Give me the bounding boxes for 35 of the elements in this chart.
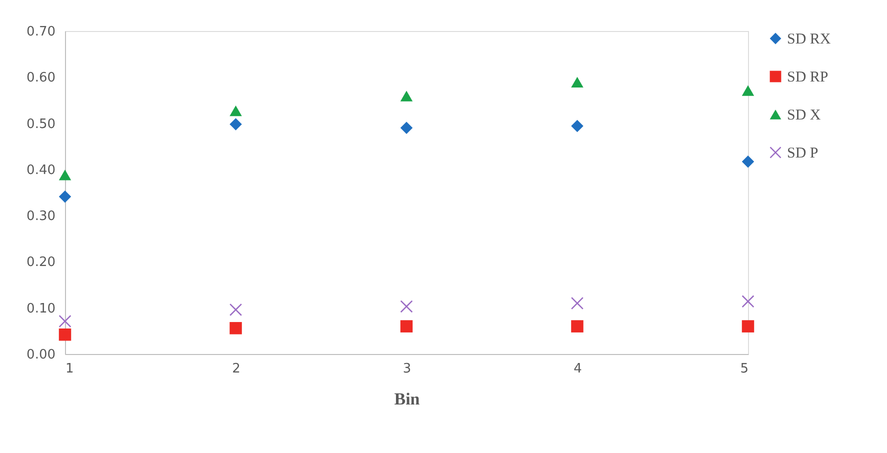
x-tick-label: 3: [402, 362, 412, 376]
point: [58, 190, 72, 203]
x-tick-label: 4: [574, 362, 582, 376]
legend-label: SD X: [787, 108, 821, 124]
x-tick-label: 2: [232, 362, 240, 376]
point: [58, 328, 72, 341]
point: [742, 85, 754, 96]
legend-label: SD RP: [787, 70, 828, 86]
point: [58, 315, 72, 328]
x-tick-label: 1: [66, 362, 74, 376]
x-tick-label: 5: [740, 362, 748, 376]
point: [230, 106, 242, 116]
y-tick-label: 0.10: [26, 301, 56, 316]
y-tick-label: 0.30: [26, 209, 56, 224]
legend-label: SD RX: [787, 32, 831, 48]
point: [571, 76, 584, 88]
y-tick-label: 0.00: [26, 348, 56, 362]
point: [400, 122, 413, 134]
point: [571, 320, 584, 332]
point: [58, 170, 72, 180]
point: [400, 320, 413, 332]
y-tick-label: 0.60: [26, 70, 56, 86]
point: [742, 320, 754, 332]
y-tick-label: 0.40: [26, 162, 56, 178]
y-tick-label: 0.70: [26, 24, 56, 40]
point: [742, 155, 754, 168]
point: [571, 120, 584, 132]
point: [230, 118, 242, 130]
x-axis-title: Bin: [394, 390, 420, 408]
legend-label: SD P: [787, 146, 818, 162]
y-tick-label: 0.50: [26, 116, 56, 132]
y-tick-label: 0.20: [26, 255, 56, 270]
point: [742, 295, 754, 308]
point: [400, 90, 413, 102]
point: [230, 322, 242, 334]
